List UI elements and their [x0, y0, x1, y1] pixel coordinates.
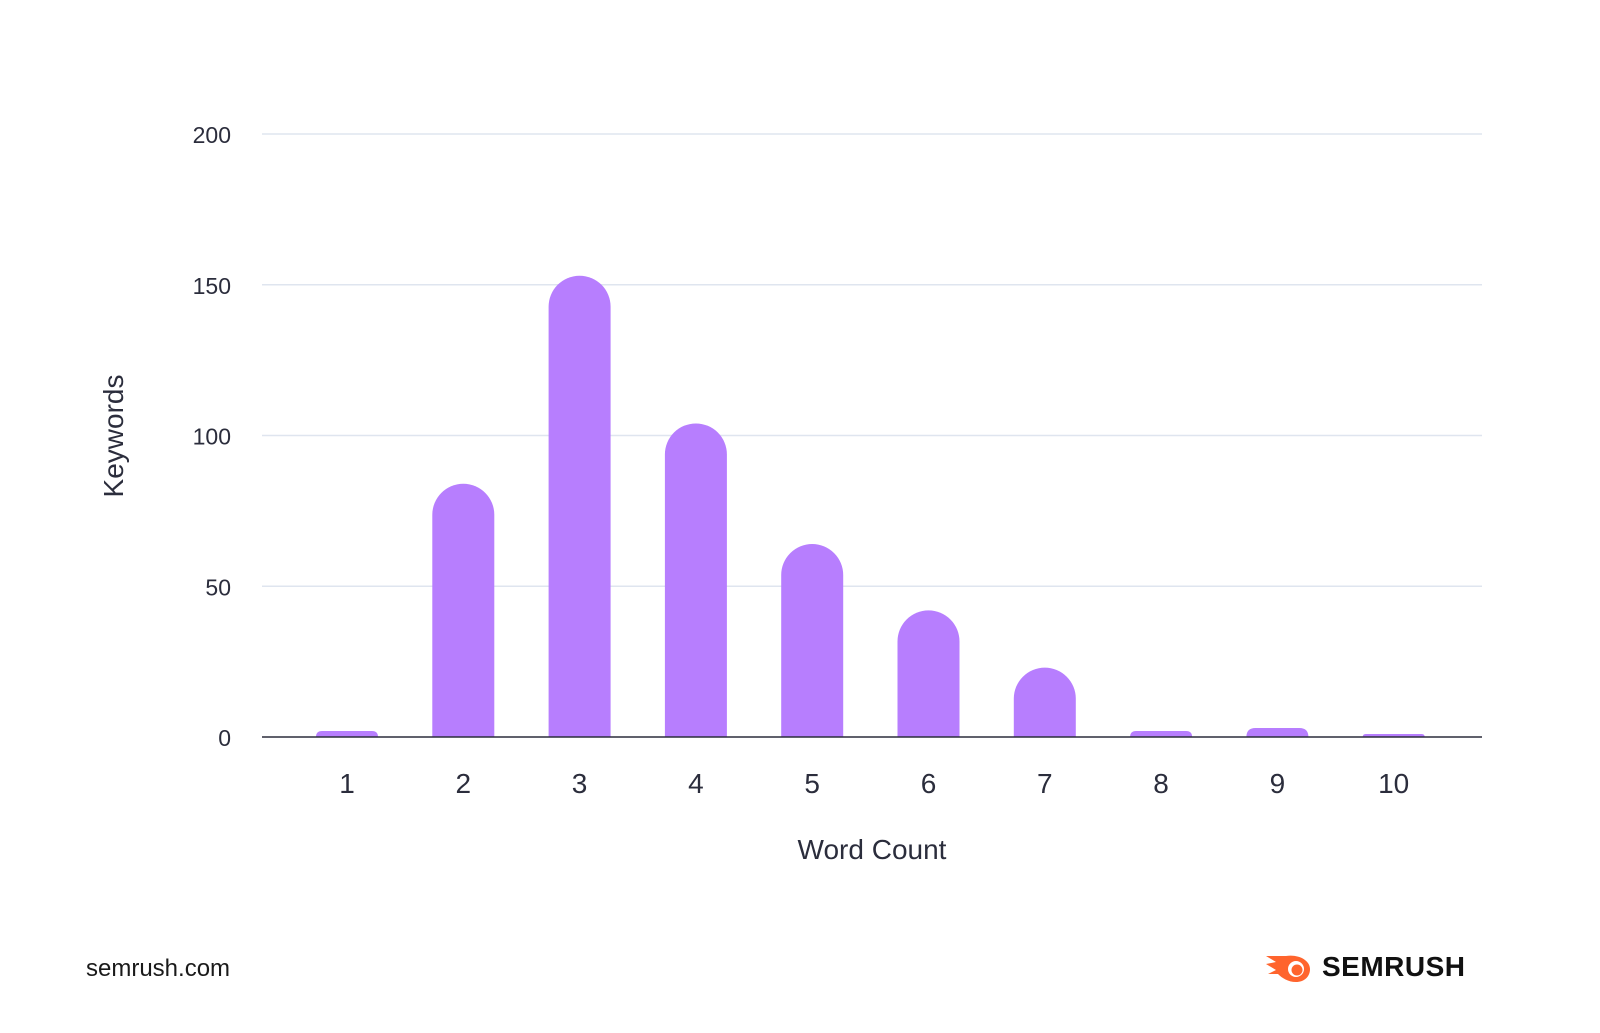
bar-7 [1013, 667, 1076, 737]
brand-name: SEMRUSH [1322, 951, 1466, 982]
x-tick-label: 10 [1378, 768, 1409, 799]
y-axis-title: Keywords [98, 375, 129, 498]
y-tick-label: 100 [193, 424, 231, 450]
bar-5 [781, 544, 844, 737]
x-tick-label: 4 [688, 768, 704, 799]
bar-10 [1362, 733, 1425, 737]
x-axis-title: Word Count [798, 834, 947, 865]
y-tick-label: 150 [193, 273, 231, 299]
semrush-logo: SEMRUSH [1264, 950, 1466, 984]
x-tick-label: 5 [804, 768, 820, 799]
bar-3 [548, 275, 611, 737]
bar-8 [1130, 730, 1193, 737]
semrush-flame-icon [1266, 955, 1310, 982]
x-tick-label: 2 [456, 768, 472, 799]
x-tick-label: 8 [1153, 768, 1169, 799]
y-tick-label: 50 [205, 574, 231, 600]
bar-2 [432, 483, 495, 737]
x-tick-label: 7 [1037, 768, 1053, 799]
x-tick-label: 1 [339, 768, 355, 799]
x-tick-label: 9 [1270, 768, 1286, 799]
bar-9 [1246, 727, 1309, 737]
x-tick-label: 3 [572, 768, 588, 799]
y-tick-label: 0 [218, 725, 231, 751]
y-tick-label: 200 [193, 122, 231, 148]
bar-1 [316, 730, 378, 737]
bar-4 [664, 423, 727, 737]
bar-6 [897, 610, 960, 737]
source-label: semrush.com [86, 955, 231, 982]
x-tick-label: 6 [921, 768, 937, 799]
